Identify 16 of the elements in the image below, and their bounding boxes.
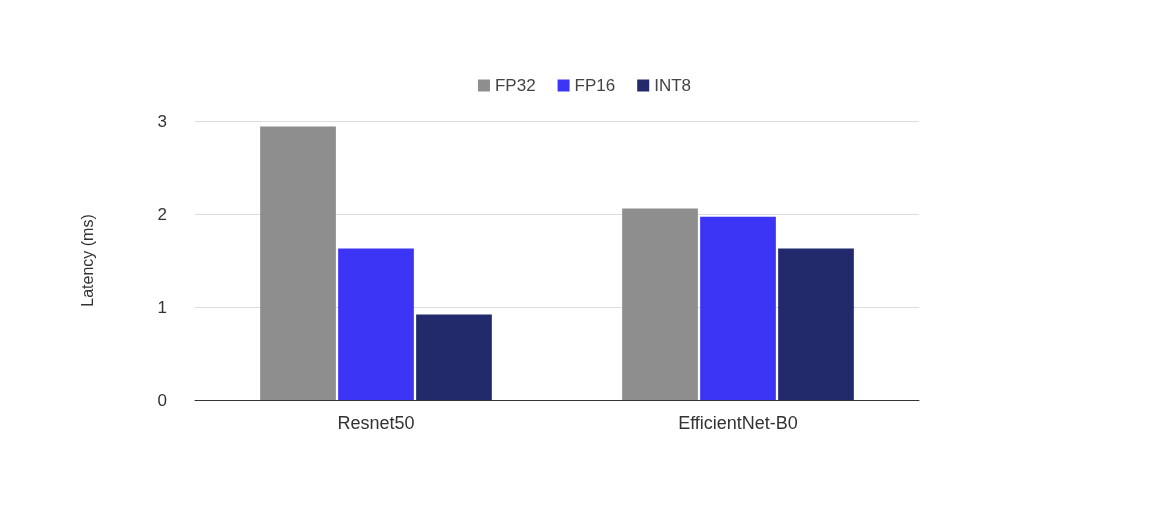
bar	[260, 126, 336, 400]
y-tick-label: 1	[157, 297, 167, 317]
y-tick-label: 0	[157, 390, 167, 410]
y-tick-label: 3	[157, 111, 167, 131]
bar	[622, 208, 698, 400]
y-tick-label: 2	[157, 204, 167, 224]
legend-label: INT8	[654, 76, 692, 95]
x-tick-label: EfficientNet-B0	[678, 413, 798, 433]
y-axis-title: Latency (ms)	[78, 214, 96, 307]
legend-label: FP32	[494, 76, 536, 95]
bar	[338, 248, 414, 400]
bar	[778, 248, 854, 400]
bar	[700, 216, 776, 400]
x-tick-label: Resnet50	[337, 413, 415, 433]
legend-label: FP16	[574, 76, 616, 95]
bar	[416, 314, 492, 400]
